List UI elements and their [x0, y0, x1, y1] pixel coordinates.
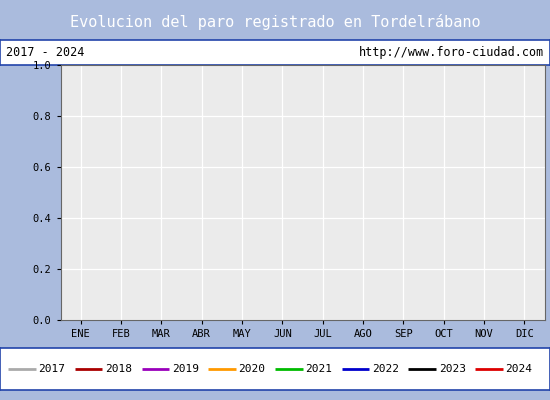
Text: 2024: 2024 [505, 364, 532, 374]
Text: 2017: 2017 [39, 364, 65, 374]
Text: 2023: 2023 [439, 364, 466, 374]
Text: 2018: 2018 [105, 364, 132, 374]
Text: 2019: 2019 [172, 364, 199, 374]
Text: http://www.foro-ciudad.com: http://www.foro-ciudad.com [359, 46, 544, 59]
Text: 2020: 2020 [239, 364, 266, 374]
Text: 2022: 2022 [372, 364, 399, 374]
Text: Evolucion del paro registrado en Tordelrábano: Evolucion del paro registrado en Tordelr… [70, 14, 480, 30]
Text: 2017 - 2024: 2017 - 2024 [6, 46, 84, 59]
Text: 2021: 2021 [305, 364, 332, 374]
